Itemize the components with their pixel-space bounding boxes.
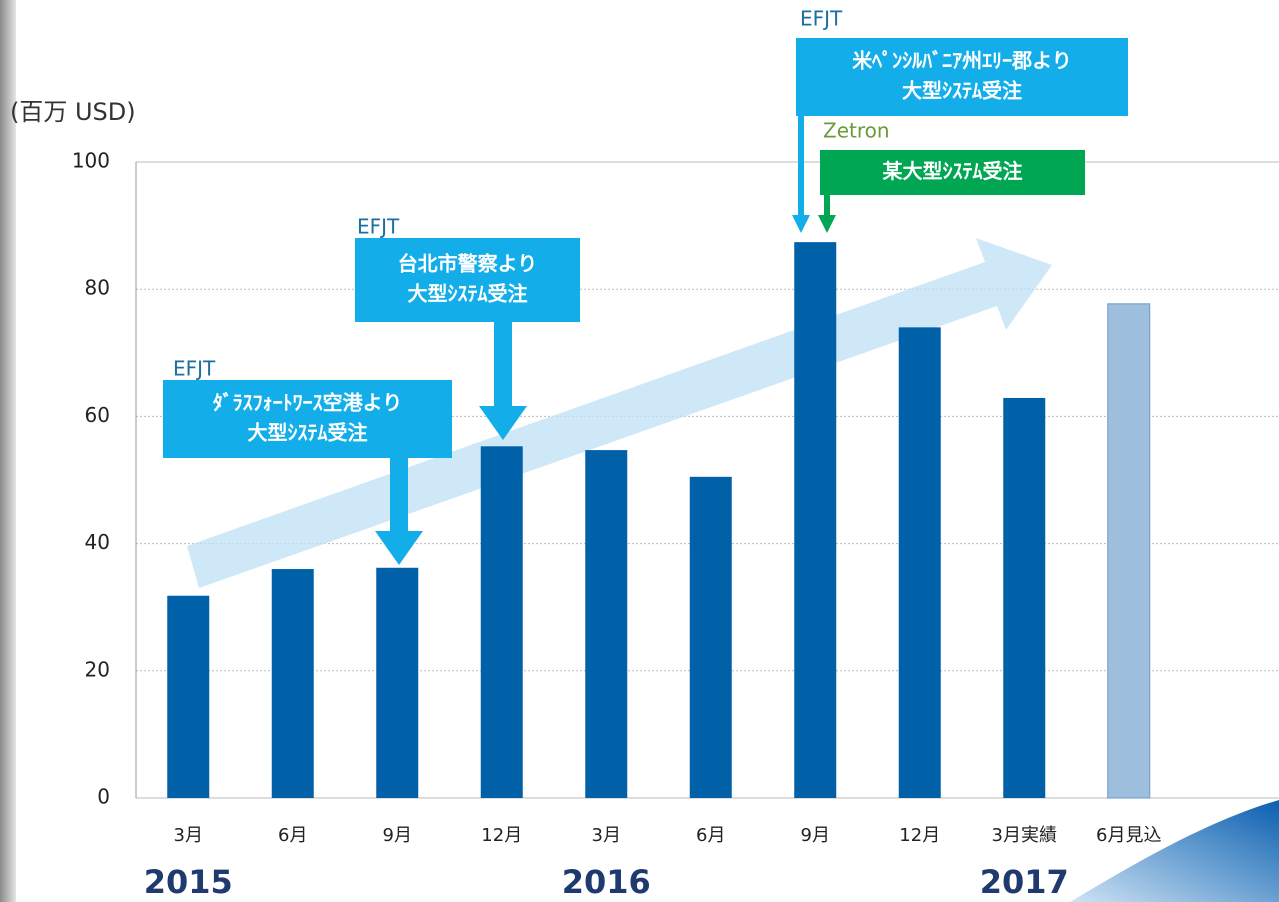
y-tick-label: 80 xyxy=(85,276,110,300)
x-tick-label: 9月 xyxy=(383,825,412,846)
bar xyxy=(1003,397,1046,798)
annotation-arrow-head xyxy=(818,215,836,233)
annotation-box xyxy=(355,238,580,322)
x-tick-label: 12月 xyxy=(899,825,940,846)
annotation-text: ﾀﾞﾗｽﾌｫｰﾄﾜｰｽ空港より xyxy=(213,391,403,415)
bar xyxy=(689,476,732,798)
y-tick-label: 40 xyxy=(85,530,110,554)
x-tick-label: 6月 xyxy=(696,825,725,846)
annotation-text: 大型ｼｽﾃﾑ受注 xyxy=(248,421,368,445)
bar xyxy=(271,569,314,798)
annotation-text: 大型ｼｽﾃﾑ受注 xyxy=(408,282,528,306)
y-tick-label: 0 xyxy=(97,785,110,809)
y-tick-label: 60 xyxy=(85,403,110,427)
annotation-box xyxy=(820,150,1085,195)
x-tick-label: 9月 xyxy=(801,825,830,846)
annotation-arrow-shaft xyxy=(494,322,512,406)
annotation-text: 大型ｼｽﾃﾑ受注 xyxy=(902,79,1022,103)
year-label: 2017 xyxy=(980,863,1069,901)
y-tick-label: 100 xyxy=(72,149,110,173)
annotation-arrow-shaft xyxy=(798,116,804,215)
annotation-arrow-head xyxy=(375,531,423,565)
y-tick-label: 20 xyxy=(85,657,110,681)
annotation-company: EFJT xyxy=(800,7,843,31)
bar xyxy=(585,450,628,798)
x-tick-label: 6月見込 xyxy=(1096,825,1161,846)
y-axis-label: (百万 USD) xyxy=(10,98,136,126)
annotation-arrow-shaft xyxy=(390,458,408,531)
annotation-box xyxy=(163,380,452,458)
year-label: 2016 xyxy=(562,863,651,901)
annotation-box xyxy=(796,38,1128,116)
bar xyxy=(480,446,523,798)
annotation-company: Zetron xyxy=(823,119,890,143)
annotation-text: 某大型ｼｽﾃﾑ受注 xyxy=(883,159,1023,183)
annotation-text: 台北市警察より xyxy=(398,252,538,276)
x-tick-label: 3月実績 xyxy=(992,825,1057,846)
annotation-text: 米ﾍﾟﾝｼﾙﾊﾞﾆｱ州ｴﾘｰ郡より xyxy=(852,49,1072,73)
bar xyxy=(794,242,837,799)
x-tick-label: 6月 xyxy=(278,825,307,846)
bar xyxy=(898,327,941,798)
bar xyxy=(376,567,419,798)
annotation-arrow-head xyxy=(479,406,527,440)
x-tick-label: 3月 xyxy=(174,825,203,846)
bar xyxy=(1107,303,1151,799)
corner-swoosh xyxy=(1070,800,1279,902)
x-tick-label: 3月 xyxy=(592,825,621,846)
annotation-company: EFJT xyxy=(173,357,216,381)
x-tick-label: 12月 xyxy=(481,825,522,846)
annotation-company: EFJT xyxy=(357,215,400,239)
year-label: 2015 xyxy=(144,863,233,901)
annotation-arrow-head xyxy=(792,215,810,233)
side-strip xyxy=(0,0,16,902)
bar xyxy=(167,595,210,798)
annotation-arrow-shaft xyxy=(824,195,830,215)
